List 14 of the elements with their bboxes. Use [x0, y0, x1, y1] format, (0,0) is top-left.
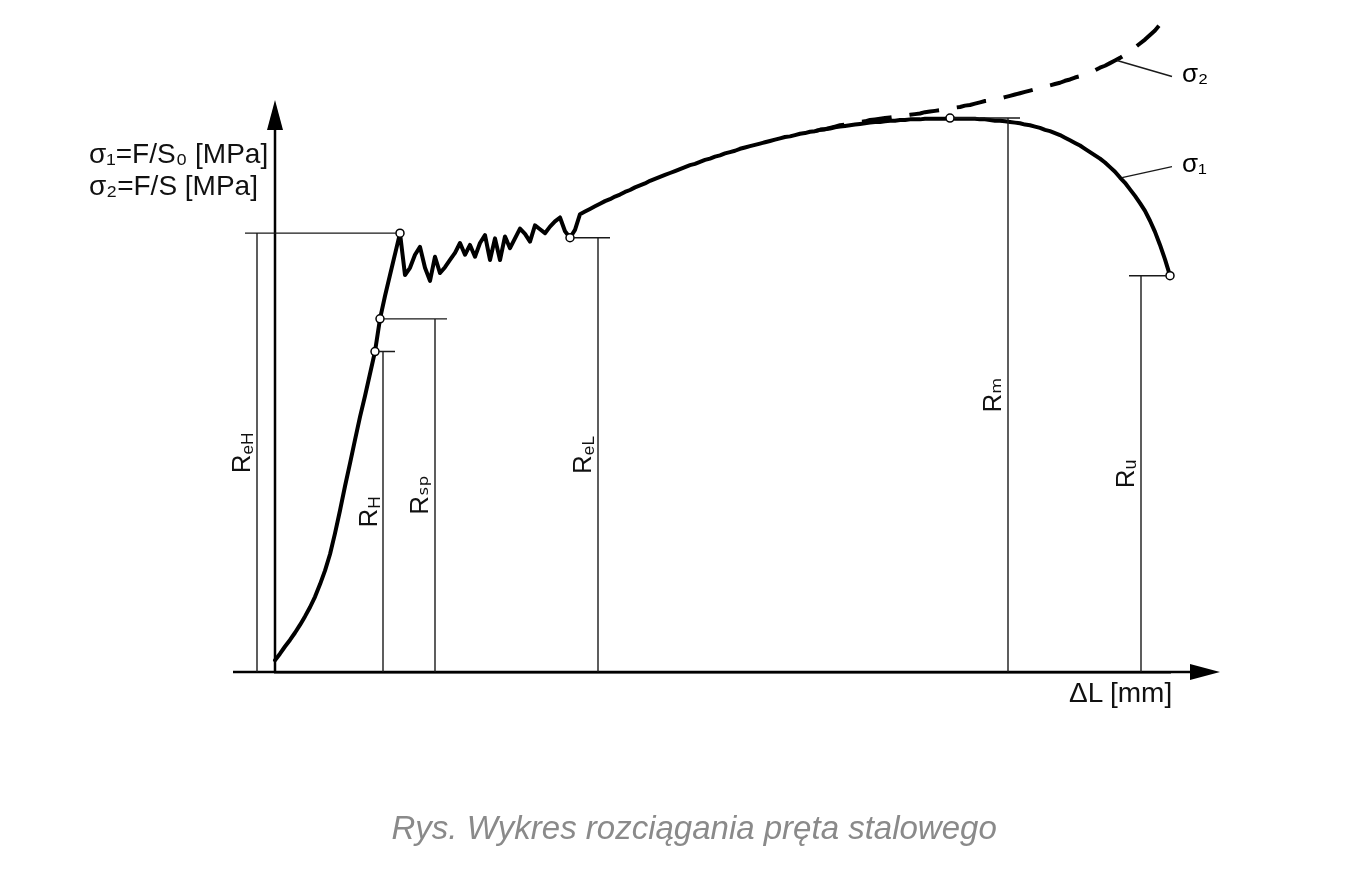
point — [565, 232, 575, 243]
y-axis-title: σ₁=F/S₀ [MPa] σ₂=F/S [MPa] — [89, 138, 269, 202]
series-label: σ₂ — [1182, 57, 1209, 88]
text: Rys. Wykres rozciągania pręta stalowego — [391, 809, 997, 846]
annotation: Rᵤ — [1109, 459, 1140, 489]
annotation: Rₛₚ — [403, 475, 434, 516]
point — [370, 346, 380, 357]
point — [945, 113, 955, 123]
annotation: Rₘ — [976, 377, 1007, 413]
x-axis-title: ΔL [mm] — [1069, 677, 1173, 708]
series-label: σ₁ — [1182, 147, 1207, 178]
point — [1165, 270, 1175, 281]
point — [375, 314, 385, 324]
point — [395, 228, 405, 238]
